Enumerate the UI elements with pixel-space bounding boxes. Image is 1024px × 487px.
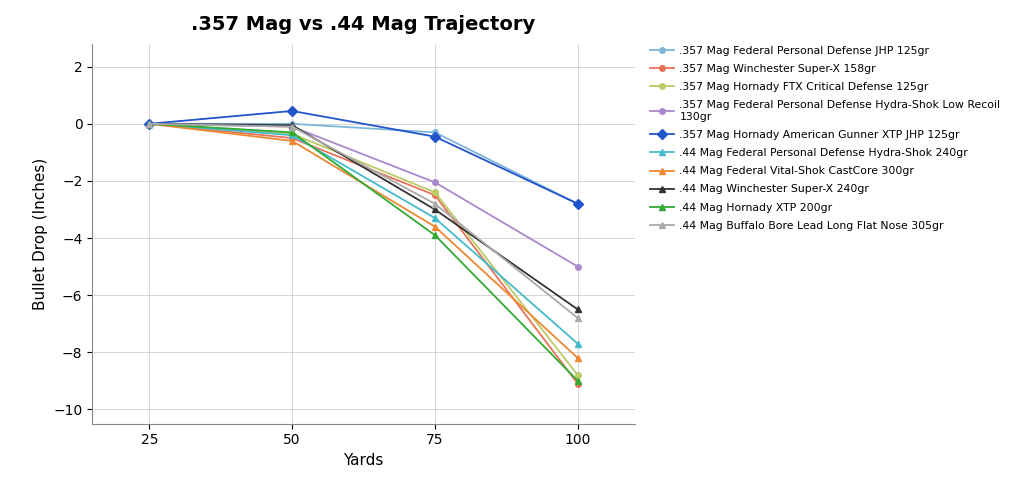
.44 Mag Winchester Super-X 240gr bbox=[143, 121, 156, 127]
Line: .44 Mag Winchester Super-X 240gr: .44 Mag Winchester Super-X 240gr bbox=[145, 120, 582, 313]
.44 Mag Winchester Super-X 240gr bbox=[571, 306, 584, 312]
Line: .357 Mag Hornady American Gunner XTP JHP 125gr: .357 Mag Hornady American Gunner XTP JHP… bbox=[145, 108, 582, 207]
Line: .44 Mag Federal Personal Defense Hydra-Shok 240gr: .44 Mag Federal Personal Defense Hydra-S… bbox=[145, 120, 582, 347]
.44 Mag Federal Vital-Shok CastCore 300gr bbox=[143, 121, 156, 127]
Y-axis label: Bullet Drop (Inches): Bullet Drop (Inches) bbox=[33, 158, 48, 310]
.357 Mag Hornady American Gunner XTP JHP 125gr bbox=[286, 108, 298, 114]
.357 Mag Hornady FTX Critical Defense 125gr bbox=[429, 189, 441, 195]
.357 Mag Hornady American Gunner XTP JHP 125gr bbox=[429, 134, 441, 140]
.357 Mag Hornady American Gunner XTP JHP 125gr bbox=[143, 121, 156, 127]
.357 Mag Hornady FTX Critical Defense 125gr bbox=[571, 372, 584, 378]
.357 Mag Federal Personal Defense Hydra-Shok Low Recoil
130gr bbox=[143, 121, 156, 127]
.357 Mag Winchester Super-X 158gr bbox=[143, 121, 156, 127]
.44 Mag Federal Personal Defense Hydra-Shok 240gr bbox=[571, 341, 584, 347]
.44 Mag Buffalo Bore Lead Long Flat Nose 305gr bbox=[286, 124, 298, 130]
Line: .357 Mag Federal Personal Defense JHP 125gr: .357 Mag Federal Personal Defense JHP 12… bbox=[146, 121, 581, 206]
X-axis label: Yards: Yards bbox=[343, 453, 384, 468]
Legend: .357 Mag Federal Personal Defense JHP 125gr, .357 Mag Winchester Super-X 158gr, : .357 Mag Federal Personal Defense JHP 12… bbox=[646, 42, 1005, 235]
.44 Mag Hornady XTP 200gr bbox=[429, 232, 441, 238]
.357 Mag Federal Personal Defense Hydra-Shok Low Recoil
130gr bbox=[571, 263, 584, 269]
.357 Mag Winchester Super-X 158gr bbox=[286, 135, 298, 141]
.44 Mag Federal Vital-Shok CastCore 300gr bbox=[429, 224, 441, 229]
Title: .357 Mag vs .44 Mag Trajectory: .357 Mag vs .44 Mag Trajectory bbox=[191, 15, 536, 34]
.357 Mag Federal Personal Defense JHP 125gr bbox=[286, 121, 298, 127]
.357 Mag Federal Personal Defense Hydra-Shok Low Recoil
130gr bbox=[286, 124, 298, 130]
.44 Mag Federal Personal Defense Hydra-Shok 240gr bbox=[143, 121, 156, 127]
.44 Mag Federal Vital-Shok CastCore 300gr bbox=[286, 138, 298, 144]
Line: .357 Mag Federal Personal Defense Hydra-Shok Low Recoil
130gr: .357 Mag Federal Personal Defense Hydra-… bbox=[146, 121, 581, 269]
.44 Mag Hornady XTP 200gr bbox=[571, 378, 584, 384]
Line: .357 Mag Winchester Super-X 158gr: .357 Mag Winchester Super-X 158gr bbox=[146, 121, 581, 387]
.357 Mag Winchester Super-X 158gr bbox=[571, 381, 584, 387]
Line: .44 Mag Buffalo Bore Lead Long Flat Nose 305gr: .44 Mag Buffalo Bore Lead Long Flat Nose… bbox=[145, 120, 582, 321]
.357 Mag Federal Personal Defense Hydra-Shok Low Recoil
130gr bbox=[429, 179, 441, 185]
.44 Mag Federal Personal Defense Hydra-Shok 240gr bbox=[286, 132, 298, 138]
.357 Mag Federal Personal Defense JHP 125gr bbox=[571, 201, 584, 206]
.44 Mag Federal Vital-Shok CastCore 300gr bbox=[571, 355, 584, 361]
.357 Mag Hornady American Gunner XTP JHP 125gr bbox=[571, 201, 584, 206]
.357 Mag Winchester Super-X 158gr bbox=[429, 192, 441, 198]
.357 Mag Federal Personal Defense JHP 125gr bbox=[429, 130, 441, 135]
.44 Mag Winchester Super-X 240gr bbox=[286, 122, 298, 128]
.357 Mag Federal Personal Defense JHP 125gr bbox=[143, 121, 156, 127]
Line: .44 Mag Federal Vital-Shok CastCore 300gr: .44 Mag Federal Vital-Shok CastCore 300g… bbox=[145, 120, 582, 361]
.44 Mag Federal Personal Defense Hydra-Shok 240gr bbox=[429, 215, 441, 221]
Line: .44 Mag Hornady XTP 200gr: .44 Mag Hornady XTP 200gr bbox=[145, 120, 582, 384]
.44 Mag Winchester Super-X 240gr bbox=[429, 206, 441, 212]
.44 Mag Buffalo Bore Lead Long Flat Nose 305gr bbox=[429, 201, 441, 206]
.357 Mag Hornady FTX Critical Defense 125gr bbox=[143, 121, 156, 127]
Line: .357 Mag Hornady FTX Critical Defense 125gr: .357 Mag Hornady FTX Critical Defense 12… bbox=[146, 121, 581, 378]
.357 Mag Hornady FTX Critical Defense 125gr bbox=[286, 131, 298, 137]
.44 Mag Hornady XTP 200gr bbox=[286, 130, 298, 135]
.44 Mag Buffalo Bore Lead Long Flat Nose 305gr bbox=[571, 315, 584, 321]
.44 Mag Buffalo Bore Lead Long Flat Nose 305gr bbox=[143, 121, 156, 127]
.44 Mag Hornady XTP 200gr bbox=[143, 121, 156, 127]
